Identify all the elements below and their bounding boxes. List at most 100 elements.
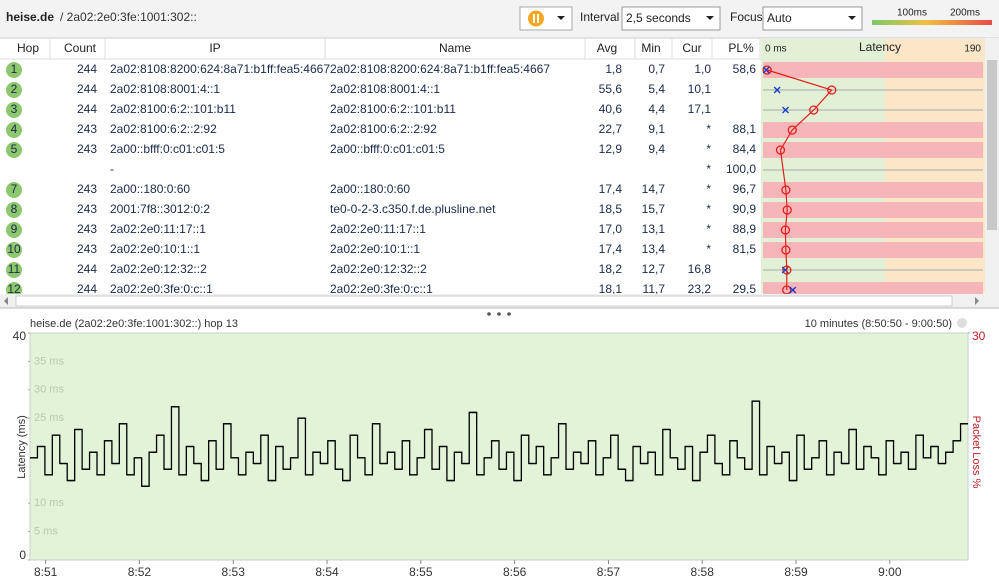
loss-highlight [763, 222, 983, 238]
cell: 17,4 [599, 182, 623, 196]
cell: 14,7 [642, 182, 666, 196]
cell: 17,1 [688, 102, 712, 116]
grip [497, 312, 501, 316]
chart-title: heise.de (2a02:2e0:3fe:1001:302::) hop 1… [30, 318, 238, 330]
target: / 2a02:2e0:3fe:1001:302:: [60, 10, 197, 24]
cell: 55,6 [599, 82, 623, 96]
cell: 2a02:2e0:11:17::1 [110, 222, 206, 236]
column-header: Count [64, 41, 97, 55]
y-tick-label: 40 [13, 329, 27, 343]
cell: 243 [77, 122, 97, 136]
scale-label: 100ms [897, 8, 927, 19]
column-header: PL% [728, 41, 754, 55]
cell: 243 [77, 242, 97, 256]
cell: 84,4 [733, 142, 757, 156]
cell: te0-0-2-3.c350.f.de.plusline.net [330, 202, 496, 216]
cell: 2a02:8108:8200:624:8a71:b1ff:fea5:4667 [330, 62, 550, 76]
cell: 22,7 [599, 122, 623, 136]
cell: 5,4 [648, 82, 665, 96]
chart-subtitle: 10 minutes (8:50:50 - 9:00:50) [805, 318, 952, 330]
range-menu[interactable] [957, 318, 967, 328]
cell: 2a02:2e0:10:1::1 [110, 242, 200, 256]
cell: - [110, 162, 114, 176]
scale-label: 200ms [950, 8, 980, 19]
column-header: Min [641, 41, 660, 55]
grip [507, 312, 511, 316]
cell: 11 [8, 262, 21, 276]
cell: 3 [11, 102, 18, 116]
cell: 18,5 [599, 202, 623, 216]
cell: 10 [7, 242, 21, 256]
cell: 2a02:8100:6:2::2:92 [330, 122, 437, 136]
scroll-thumb[interactable] [16, 296, 952, 306]
column-header: Name [439, 41, 471, 55]
loss-highlight [763, 142, 983, 158]
y-tick-label: 10 ms [34, 497, 64, 509]
cell: 16,8 [688, 262, 712, 276]
cell: 13,4 [642, 242, 666, 256]
cell: 12,9 [599, 142, 623, 156]
cell: 4 [11, 122, 18, 136]
column-header: Cur [682, 41, 701, 55]
x-tick-label: 8:53 [222, 565, 246, 579]
cell: 243 [77, 182, 97, 196]
cell: 58,6 [733, 62, 757, 76]
x-tick-label: 8:51 [34, 565, 58, 579]
cell: 1,0 [694, 62, 711, 76]
x-tick-label: 8:52 [128, 565, 152, 579]
y-tick-label: 0 [19, 548, 26, 562]
cell: 4,4 [648, 102, 665, 116]
cell: 18,2 [599, 262, 623, 276]
y-tick-label: 35 ms [34, 355, 64, 367]
latency-max: 190 [964, 44, 981, 55]
x-tick-label: 8:55 [409, 565, 433, 579]
pause-icon [528, 11, 544, 27]
scroll-thumb[interactable] [987, 60, 997, 230]
x-tick-label: 9:00 [878, 565, 902, 579]
cell: * [706, 242, 711, 256]
y-tick-label: 25 ms [34, 412, 64, 424]
cell: 7 [11, 182, 18, 196]
latency-scale-bar [872, 20, 992, 25]
cell: 12,7 [642, 262, 666, 276]
column-header: Avg [597, 41, 617, 55]
pause-button[interactable] [520, 7, 572, 30]
cell: 2 [11, 82, 18, 96]
interval-value: 2,5 seconds [626, 11, 691, 25]
loss-highlight [763, 242, 983, 258]
cell: 2a02:8108:8200:624:8a71:b1ff:fea5:4667 [110, 62, 330, 76]
cell: * [706, 182, 711, 196]
x-tick-label: 8:57 [597, 565, 621, 579]
cell: 244 [77, 62, 97, 76]
cell: 17,0 [599, 222, 623, 236]
cell: * [706, 202, 711, 216]
cell: 2a02:2e0:10:1::1 [330, 242, 420, 256]
y-axis-label: Latency (ms) [16, 415, 28, 479]
cell: 96,7 [733, 182, 757, 196]
cell: 13,1 [642, 222, 666, 236]
cell: * [706, 162, 711, 176]
focus-value: Auto [767, 11, 792, 25]
cell: 2a02:2e0:11:17::1 [330, 222, 426, 236]
cell: 81,5 [733, 242, 757, 256]
y2-tick-label: 30 [972, 329, 986, 343]
cell: 1,8 [605, 62, 622, 76]
cell: 243 [77, 202, 97, 216]
x-tick-label: 8:59 [784, 565, 808, 579]
cell: * [706, 222, 711, 236]
host: heise.de [6, 10, 54, 24]
cell: 88,9 [733, 222, 757, 236]
cell: * [706, 122, 711, 136]
loss-highlight [763, 202, 983, 218]
x-tick-label: 8:54 [315, 565, 339, 579]
cell: 15,7 [642, 202, 666, 216]
cell: 2a02:2e0:12:32::2 [110, 262, 207, 276]
cell: 2a00::180:0:60 [330, 182, 410, 196]
cell: 8 [11, 202, 18, 216]
cell: 1 [11, 62, 18, 76]
cell: 0,7 [648, 62, 665, 76]
cell: 2a02:2e0:12:32::2 [330, 262, 427, 276]
cell: 10,1 [688, 82, 712, 96]
y2-axis-label: Packet Loss % [970, 416, 982, 489]
